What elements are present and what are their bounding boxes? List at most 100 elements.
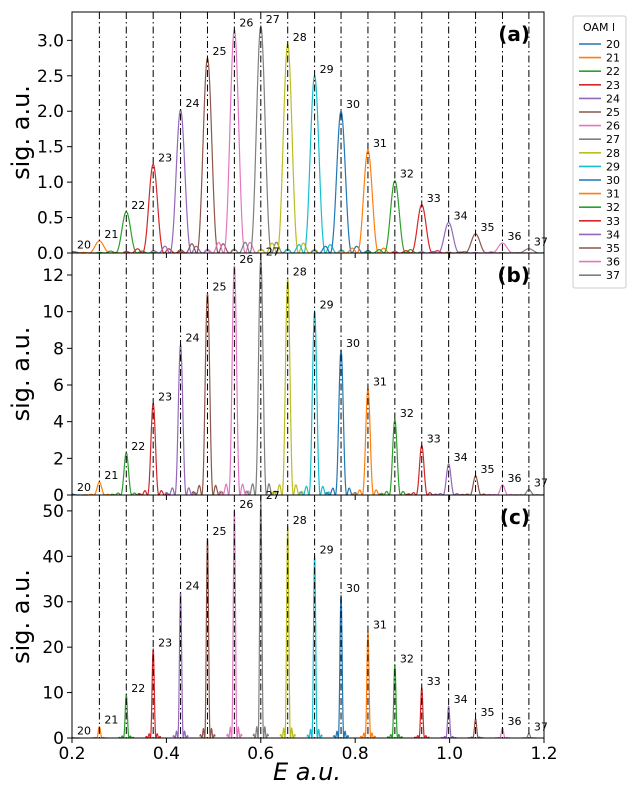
- legend-label-32: 32: [606, 201, 620, 214]
- peak-label-32: 32: [400, 407, 414, 420]
- peak-label-32: 32: [400, 652, 414, 665]
- series-line-25: [199, 538, 216, 740]
- y-axis-label: sig. a.u.: [7, 85, 35, 180]
- peak-label-20: 20: [77, 239, 91, 252]
- series-line-32: [378, 418, 411, 496]
- y-tick-label: 30: [42, 593, 64, 613]
- peak-label-26: 26: [239, 253, 253, 266]
- legend-label-36: 36: [606, 256, 620, 269]
- legend-label-25: 25: [606, 106, 620, 119]
- peak-label-31: 31: [373, 137, 387, 150]
- peak-label-31: 31: [373, 618, 387, 631]
- peak-label-30: 30: [346, 337, 360, 350]
- peak-label-21: 21: [104, 469, 118, 482]
- peak-label-30: 30: [346, 582, 360, 595]
- y-tick-label: 4: [53, 413, 64, 433]
- x-tick-label: 0.8: [342, 744, 369, 764]
- peak-label-24: 24: [186, 97, 200, 110]
- y-tick-label: 0: [53, 729, 64, 749]
- legend-label-30: 30: [606, 174, 620, 187]
- peak-label-35: 35: [481, 221, 495, 234]
- y-tick-label: 1.5: [37, 138, 64, 158]
- peak-label-27: 27: [266, 246, 280, 259]
- series-line-31: [337, 149, 398, 254]
- peak-label-29: 29: [320, 543, 334, 556]
- panel-label: (c): [500, 505, 530, 529]
- peak-label-33: 33: [427, 675, 441, 688]
- peak-label-27: 27: [266, 13, 280, 26]
- x-tick-label: 1.0: [436, 744, 463, 764]
- peak-label-20: 20: [77, 481, 91, 494]
- peak-label-36: 36: [507, 472, 521, 485]
- legend-label-26: 26: [606, 120, 620, 133]
- y-tick-label: 20: [42, 638, 64, 658]
- series-line-26: [218, 265, 251, 496]
- y-tick-label: 8: [53, 339, 64, 359]
- peak-label-21: 21: [104, 714, 118, 727]
- peak-label-26: 26: [239, 17, 253, 30]
- peak-label-22: 22: [131, 682, 145, 695]
- series-line-32: [364, 179, 425, 254]
- peak-label-28: 28: [293, 266, 307, 279]
- peak-label-25: 25: [212, 280, 226, 293]
- panel-label: (a): [498, 22, 530, 46]
- peak-label-25: 25: [212, 45, 226, 58]
- peak-label-37: 37: [534, 477, 548, 490]
- series-line-23: [145, 647, 162, 739]
- legend-label-22: 22: [606, 65, 620, 78]
- x-axis-label: E a.u.: [273, 758, 341, 786]
- legend-label-20: 20: [606, 38, 620, 51]
- panel-a: 20 21 22 23 24 25 26 27 28 29 30 31 32 33 34 35 36 37 0.0 0…: [7, 11, 548, 264]
- panel-label: (b): [497, 263, 530, 287]
- peak-label-36: 36: [507, 715, 521, 728]
- peak-label-21: 21: [104, 228, 118, 241]
- peak-label-29: 29: [320, 299, 334, 312]
- y-tick-label: 2: [53, 449, 64, 469]
- legend-label-23: 23: [606, 79, 620, 92]
- series-line-27: [230, 24, 291, 254]
- peak-label-23: 23: [158, 390, 172, 403]
- legend: OAM l 2021222324252627282930313233343536…: [572, 15, 627, 289]
- peak-label-28: 28: [293, 31, 307, 44]
- y-tick-label: 10: [42, 684, 64, 704]
- y-tick-label: 0: [53, 486, 64, 506]
- legend-label-35: 35: [606, 242, 620, 255]
- legend-label-29: 29: [606, 160, 620, 173]
- legend-label-31: 31: [606, 188, 620, 201]
- peak-label-23: 23: [158, 151, 172, 164]
- y-tick-label: 2.5: [37, 67, 64, 87]
- axes-frame: [71, 252, 545, 496]
- legend-label-24: 24: [606, 92, 620, 105]
- y-tick-label: 12: [42, 266, 64, 286]
- x-tick-label: 0.4: [153, 744, 180, 764]
- series-line-30: [310, 110, 372, 254]
- legend-label-34: 34: [606, 228, 620, 241]
- x-tick-label: 0.2: [58, 744, 85, 764]
- y-axis-label: sig. a.u.: [7, 569, 35, 664]
- x-tick-label: 0.6: [247, 744, 274, 764]
- peak-label-37: 37: [534, 720, 548, 733]
- peak-label-25: 25: [212, 525, 226, 538]
- peak-label-33: 33: [427, 433, 441, 446]
- peak-label-35: 35: [481, 463, 495, 476]
- peak-label-32: 32: [400, 168, 414, 181]
- legend-label-28: 28: [606, 147, 620, 160]
- peak-label-26: 26: [239, 498, 253, 511]
- y-tick-label: 0.0: [37, 244, 64, 264]
- legend-title: OAM l: [583, 21, 615, 34]
- y-tick-label: 50: [42, 502, 64, 522]
- peak-label-34: 34: [454, 451, 468, 464]
- peak-label-31: 31: [373, 376, 387, 389]
- y-tick-label: 6: [53, 376, 64, 396]
- legend-label-21: 21: [606, 52, 620, 65]
- y-tick-label: 40: [42, 547, 64, 567]
- axes-frame: [71, 494, 545, 739]
- peak-label-30: 30: [346, 98, 360, 111]
- y-tick-label: 2.0: [37, 102, 64, 122]
- peak-label-22: 22: [131, 440, 145, 453]
